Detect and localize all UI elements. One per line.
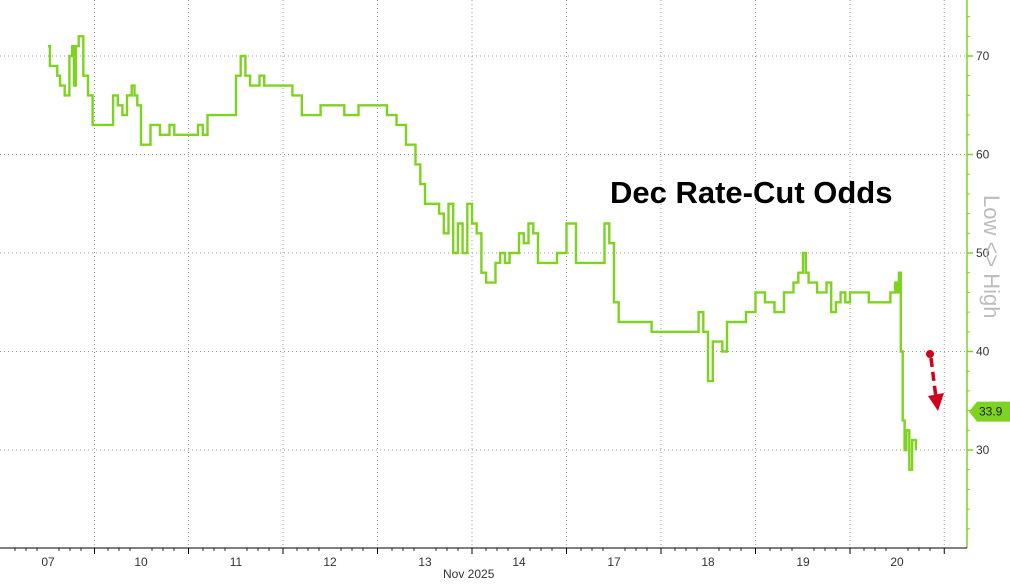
x-tick-label: 14 [512, 555, 526, 569]
series-line [48, 35, 918, 471]
last-value-layer: 33.9 [969, 401, 1010, 422]
x-tick-label: 19 [796, 555, 810, 569]
y-tick-label: 40 [976, 345, 990, 359]
y-tick-label: 30 [976, 443, 990, 457]
x-axis-title: Nov 2025 [443, 567, 495, 581]
y-tick-label: 70 [976, 49, 990, 63]
text-layer: Dec Rate-Cut Odds Low <> High Nov 2025 [443, 175, 1004, 581]
axis-layer: 30 40 50 60 70 07 10 11 12 13 14 17 18 19 20 [0, 0, 990, 569]
x-tick-label: 07 [41, 555, 55, 569]
last-value-badge [969, 401, 1010, 422]
down-arrow-head [928, 393, 944, 411]
x-tick-label: 10 [134, 555, 148, 569]
y-tick-label: 60 [976, 148, 990, 162]
x-tick-label: 12 [323, 555, 337, 569]
arrow-start-dot [926, 350, 934, 358]
series-layer [48, 35, 918, 471]
chart-title: Dec Rate-Cut Odds [610, 175, 892, 210]
y-tick-label: 50 [976, 246, 990, 260]
y-axis-title: Low <> High [979, 195, 1004, 319]
annotation-layer [926, 350, 944, 411]
x-tick-label: 18 [701, 555, 715, 569]
x-tick-label: 20 [890, 555, 904, 569]
down-arrow-shaft [929, 357, 938, 399]
last-value-label: 33.9 [979, 405, 1003, 419]
x-tick-label: 11 [230, 555, 243, 569]
x-tick-label: 17 [607, 555, 621, 569]
x-tick-label: 13 [418, 555, 432, 569]
grid-layer [0, 0, 967, 548]
